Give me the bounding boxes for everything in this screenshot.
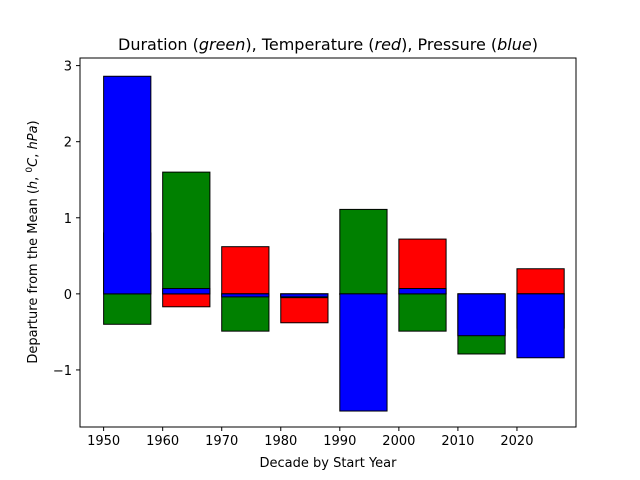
- bar-s0-2000: [398, 238, 447, 295]
- y-tick-label--1: −1: [53, 364, 72, 379]
- bar-s2-1990: [339, 293, 388, 412]
- y-tick-label-0: 0: [64, 288, 72, 303]
- bar-s1-1960: [162, 171, 211, 295]
- x-tick-label-1950: 1950: [87, 434, 120, 449]
- y-tick-label-2: 2: [64, 136, 72, 151]
- bars-group: [103, 75, 565, 412]
- bar-s0-1980: [280, 293, 329, 324]
- x-tick-label-1980: 1980: [264, 434, 297, 449]
- x-axis-label: Decade by Start Year: [260, 456, 398, 471]
- bar-s1-1950: [103, 293, 152, 325]
- x-tick-label-1970: 1970: [205, 434, 238, 449]
- bar-s0-1970: [221, 246, 270, 295]
- ticks-group: 1950 1960 1970 1980 1990 2000 2010 2020 −1 0 1 2 3: [53, 60, 534, 449]
- bar-s1-1970: [221, 293, 270, 332]
- x-tick-label-1960: 1960: [146, 434, 179, 449]
- bar-s2-1980: [280, 293, 329, 298]
- bar-s0-1960: [162, 293, 211, 308]
- y-tick-label-1: 1: [64, 212, 72, 227]
- y-axis-label: Departure from the Mean (h, 0C, hPa): [25, 120, 41, 363]
- chart-title: Duration (green), Temperature (red), Pre…: [118, 35, 538, 54]
- bar-s0-2020: [516, 268, 565, 295]
- x-tick-label-2010: 2010: [441, 434, 474, 449]
- x-tick-label-2020: 2020: [500, 434, 533, 449]
- y-tick-label-3: 3: [64, 60, 72, 75]
- bar-s2-2020: [516, 293, 565, 359]
- bar-s1-1990: [339, 208, 388, 295]
- bar-s2-1950: [103, 75, 152, 295]
- bar-s2-2010: [457, 293, 506, 337]
- x-tick-label-1990: 1990: [323, 434, 356, 449]
- bar-s1-2000: [398, 293, 447, 332]
- x-tick-label-2000: 2000: [382, 434, 415, 449]
- bar-s2-2000: [398, 288, 447, 295]
- bar-s2-1960: [162, 288, 211, 295]
- bar-s2-1970: [221, 293, 270, 298]
- plot-area-frame: [79, 57, 577, 428]
